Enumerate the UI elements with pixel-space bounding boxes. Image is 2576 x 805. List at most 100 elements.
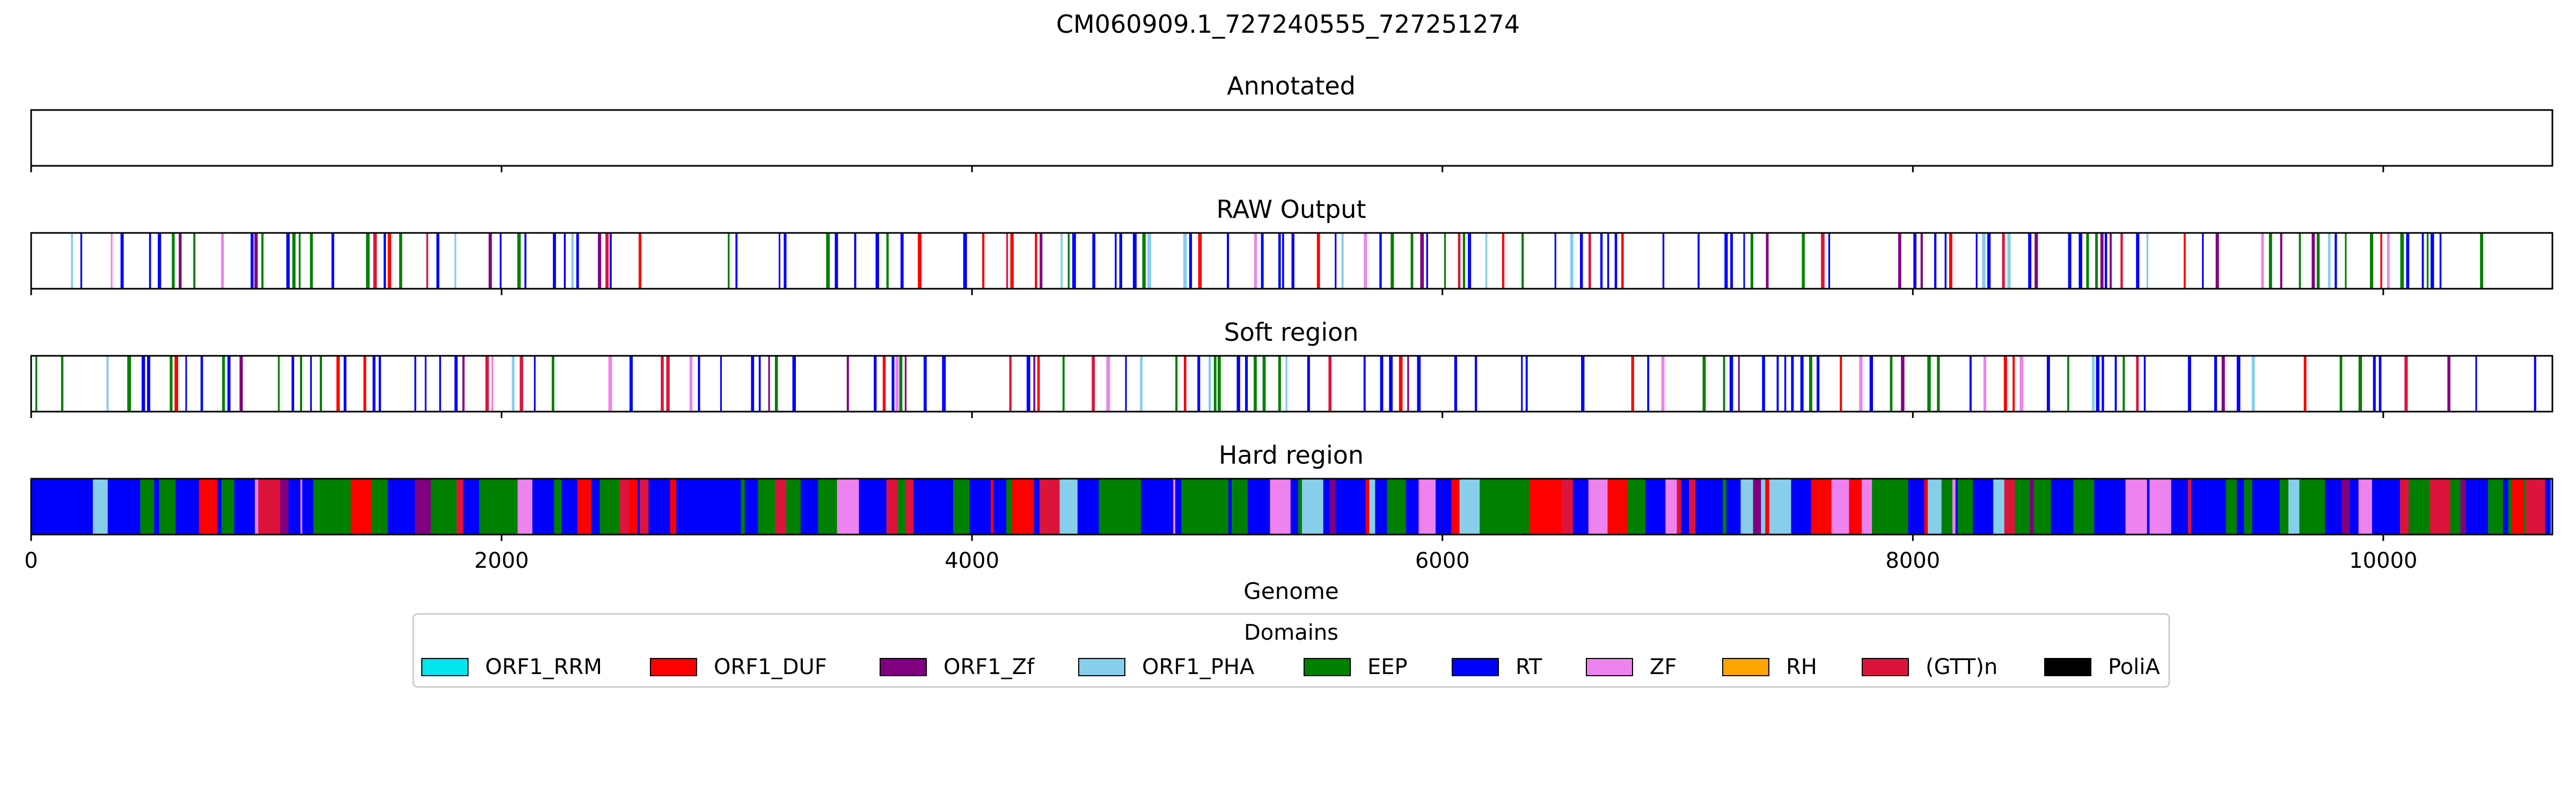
domain-segment bbox=[1060, 233, 1063, 289]
domain-segment bbox=[454, 356, 458, 412]
x-tick-label: 6000 bbox=[1415, 548, 1470, 573]
domain-segment bbox=[2019, 356, 2024, 412]
domain-segment bbox=[2226, 479, 2237, 535]
domain-segment bbox=[2188, 479, 2192, 535]
domain-segment bbox=[918, 233, 922, 289]
domain-segment bbox=[905, 479, 914, 535]
domain-segment bbox=[1375, 479, 1387, 535]
domain-segment bbox=[147, 356, 150, 412]
panel-title-hard-region: Hard region bbox=[1219, 441, 1364, 470]
domain-segment bbox=[1341, 233, 1344, 289]
domain-segment bbox=[1417, 356, 1421, 412]
domain-segment bbox=[2503, 479, 2509, 535]
domain-segment bbox=[1802, 233, 1805, 289]
domain-segment bbox=[553, 233, 556, 289]
domain-segment bbox=[882, 356, 886, 412]
domain-segment bbox=[2334, 233, 2337, 289]
domain-segment bbox=[873, 479, 887, 535]
domain-segment bbox=[1840, 356, 1842, 412]
x-tick-label: 2000 bbox=[474, 548, 529, 573]
domain-segment bbox=[1335, 479, 1349, 535]
domain-segment bbox=[2345, 233, 2347, 289]
domain-segment bbox=[2358, 479, 2373, 535]
domain-segment bbox=[159, 479, 176, 535]
domain-segment bbox=[1480, 479, 1498, 535]
domain-segment bbox=[1444, 233, 1446, 289]
domain-segment bbox=[61, 356, 64, 412]
domain-segment bbox=[639, 233, 642, 289]
domain-segment bbox=[835, 233, 838, 289]
domain-segment bbox=[149, 233, 151, 289]
domain-segment bbox=[474, 479, 480, 535]
domain-segment bbox=[2114, 356, 2117, 412]
domain-segment bbox=[1631, 356, 1634, 412]
domain-segment bbox=[1468, 233, 1472, 289]
domain-segment bbox=[304, 479, 307, 535]
domain-segment bbox=[106, 356, 109, 412]
domain-segment bbox=[1944, 233, 1946, 289]
domain-segment bbox=[720, 356, 722, 412]
domain-segment bbox=[2380, 233, 2382, 289]
domain-segment bbox=[1389, 356, 1393, 412]
domain-segment bbox=[741, 479, 745, 535]
domain-segment bbox=[1291, 233, 1294, 289]
domain-segment bbox=[2481, 479, 2489, 535]
domain-segment bbox=[1726, 479, 1741, 535]
domain-segment bbox=[1570, 233, 1574, 289]
domain-segment bbox=[1982, 233, 1986, 289]
domain-segment bbox=[532, 479, 554, 535]
domain-segment bbox=[1927, 356, 1931, 412]
domain-segment bbox=[552, 356, 554, 412]
domain-segment bbox=[2508, 479, 2512, 535]
domain-segment bbox=[2480, 233, 2483, 289]
domain-segment bbox=[728, 233, 730, 289]
domain-segment bbox=[886, 233, 889, 289]
domain-segment bbox=[670, 479, 677, 535]
domain-segment bbox=[904, 356, 907, 412]
domain-segment bbox=[1724, 233, 1728, 289]
domain-segment bbox=[1519, 479, 1526, 535]
domain-segment bbox=[2475, 356, 2477, 412]
domain-segment bbox=[2214, 356, 2218, 412]
domain-segment bbox=[2092, 356, 2095, 412]
domain-segment bbox=[2251, 356, 2255, 412]
domain-segment bbox=[199, 479, 218, 535]
domain-segment bbox=[2110, 233, 2112, 289]
domain-segment bbox=[1231, 479, 1247, 535]
domain-segment bbox=[2007, 233, 2011, 289]
domain-segment bbox=[1236, 356, 1240, 412]
domain-segment bbox=[1132, 233, 1137, 289]
domain-segment bbox=[1189, 233, 1192, 289]
domain-segment bbox=[661, 356, 664, 412]
legend: Domains ORF1_RRM ORF1_DUF ORF1_Zf ORF1_PHA E… bbox=[412, 613, 2170, 688]
domain-segment bbox=[1092, 356, 1095, 412]
domain-segment bbox=[1282, 233, 1284, 289]
domain-segment bbox=[1208, 356, 1211, 412]
domain-segment bbox=[414, 479, 431, 535]
domain-segment bbox=[399, 233, 402, 289]
domain-segment bbox=[298, 233, 301, 289]
domain-segment bbox=[1554, 233, 1556, 289]
domain-segment bbox=[1141, 479, 1155, 535]
legend-label: ORF1_RRM bbox=[485, 655, 602, 679]
domain-segment bbox=[1551, 479, 1562, 535]
domain-segment bbox=[2079, 233, 2082, 289]
domain-segment bbox=[1369, 479, 1375, 535]
domain-segment bbox=[1363, 356, 1366, 412]
domain-segment bbox=[363, 356, 367, 412]
domain-segment bbox=[1831, 479, 1849, 535]
domain-segment bbox=[1027, 356, 1030, 412]
domain-segment bbox=[1227, 233, 1230, 289]
domain-segment bbox=[2517, 479, 2524, 535]
domain-segment bbox=[80, 233, 83, 289]
domain-segment bbox=[1077, 479, 1088, 535]
domain-segment bbox=[2003, 356, 2007, 412]
domain-segment bbox=[1849, 479, 1862, 535]
domain-segment bbox=[1580, 233, 1583, 289]
domain-segment bbox=[1525, 356, 1528, 412]
domain-segment bbox=[1254, 233, 1257, 289]
domain-segment bbox=[859, 479, 874, 535]
domain-segment bbox=[1365, 479, 1370, 535]
domain-segment bbox=[946, 479, 954, 535]
panel-frame-soft-region bbox=[30, 355, 2553, 413]
